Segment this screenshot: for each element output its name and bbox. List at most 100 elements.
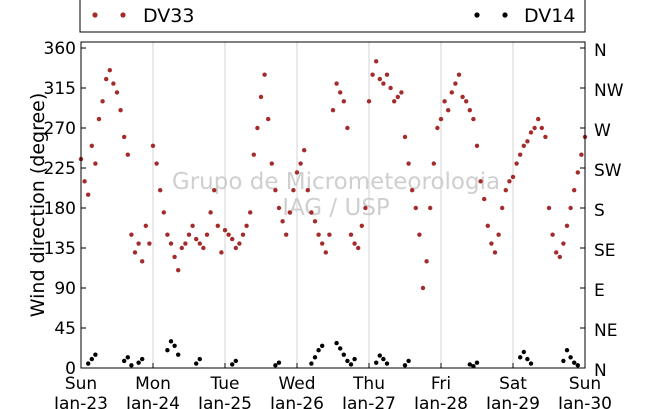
data-point — [136, 360, 141, 365]
data-point — [384, 72, 390, 77]
y-tick-label: 180 — [44, 199, 76, 219]
watermark: Grupo de Micrometeorologia IAG / USP — [172, 169, 500, 221]
x-tick-date: Jan-25 — [197, 394, 252, 409]
data-point — [521, 143, 526, 148]
data-point — [352, 241, 357, 246]
legend-frame — [79, 0, 586, 33]
data-point — [572, 188, 577, 193]
data-point — [410, 188, 415, 193]
data-point — [309, 361, 314, 366]
data-point — [172, 254, 177, 260]
data-point — [503, 188, 508, 193]
data-point — [528, 361, 534, 366]
x-tick-date: Jan-30 — [557, 394, 612, 409]
data-point — [428, 205, 433, 211]
data-point — [118, 108, 123, 113]
data-point — [359, 223, 364, 228]
data-point — [122, 358, 127, 364]
data-point — [233, 358, 238, 364]
data-point — [125, 355, 130, 360]
x-tick-day: Tue — [209, 374, 239, 394]
legend-marker-dv33-a — [92, 12, 98, 18]
data-point — [89, 143, 95, 148]
vertical-gridlines — [152, 42, 514, 368]
compass-tick-label: N — [594, 41, 607, 61]
legend-marker-dv14-a — [474, 12, 480, 18]
data-point — [471, 364, 476, 369]
data-point — [140, 259, 145, 264]
data-point — [143, 223, 148, 228]
data-point — [150, 143, 156, 148]
data-point — [208, 210, 213, 215]
data-point — [406, 161, 411, 166]
data-point — [518, 355, 523, 360]
data-point — [111, 81, 116, 86]
y-tick-label: 90 — [54, 279, 76, 299]
data-point — [86, 361, 91, 366]
data-point — [374, 360, 379, 365]
legend: DV33 DV14 — [79, 0, 586, 33]
data-point — [471, 116, 476, 122]
compass-tick-label: NE — [594, 321, 617, 341]
data-point — [510, 174, 516, 180]
data-point — [269, 161, 274, 166]
data-point — [197, 241, 202, 246]
data-point — [561, 358, 566, 364]
data-point — [172, 343, 177, 348]
legend-marker-dv14-b — [502, 12, 508, 18]
data-point — [226, 232, 231, 237]
compass-tick-label: S — [594, 201, 605, 221]
data-point — [212, 188, 217, 193]
data-point — [96, 116, 102, 122]
data-point — [125, 152, 130, 157]
data-point — [478, 179, 483, 184]
data-point — [186, 232, 192, 237]
data-point — [532, 125, 537, 131]
data-point — [370, 72, 375, 77]
data-point — [402, 134, 408, 140]
compass-tick-label: W — [594, 121, 611, 141]
data-point — [219, 250, 224, 255]
data-point — [348, 362, 354, 367]
compass-tick-label: SW — [594, 161, 622, 181]
y-tick-label: 270 — [44, 119, 76, 139]
data-point — [384, 361, 390, 366]
y-tick-label: 315 — [44, 79, 76, 99]
data-point — [258, 94, 264, 100]
data-point — [305, 188, 310, 193]
data-point — [446, 108, 451, 113]
data-point — [273, 363, 278, 368]
data-point — [276, 205, 282, 211]
data-point — [377, 76, 382, 82]
data-point — [330, 108, 336, 113]
data-point — [190, 223, 195, 228]
data-point — [197, 356, 202, 362]
data-point — [276, 360, 282, 365]
data-point — [334, 81, 339, 86]
data-point — [287, 210, 292, 215]
data-point — [230, 362, 235, 367]
data-point — [352, 356, 357, 362]
y-tick-label: 360 — [44, 39, 76, 59]
data-point — [338, 90, 343, 95]
data-point — [435, 125, 440, 131]
data-point — [528, 130, 534, 135]
data-point — [93, 352, 98, 357]
data-point — [140, 356, 145, 362]
data-point — [320, 343, 325, 348]
data-point — [309, 210, 314, 215]
data-point — [388, 85, 393, 91]
data-point — [183, 241, 188, 246]
data-point — [431, 161, 436, 166]
data-point — [381, 81, 386, 86]
series-dv33 — [78, 59, 588, 291]
data-point — [525, 356, 530, 362]
data-point — [129, 363, 134, 368]
data-point — [420, 285, 426, 291]
data-point — [176, 268, 181, 273]
data-point — [543, 134, 548, 140]
data-point — [572, 360, 577, 365]
data-point — [345, 125, 350, 131]
data-point — [147, 241, 152, 246]
